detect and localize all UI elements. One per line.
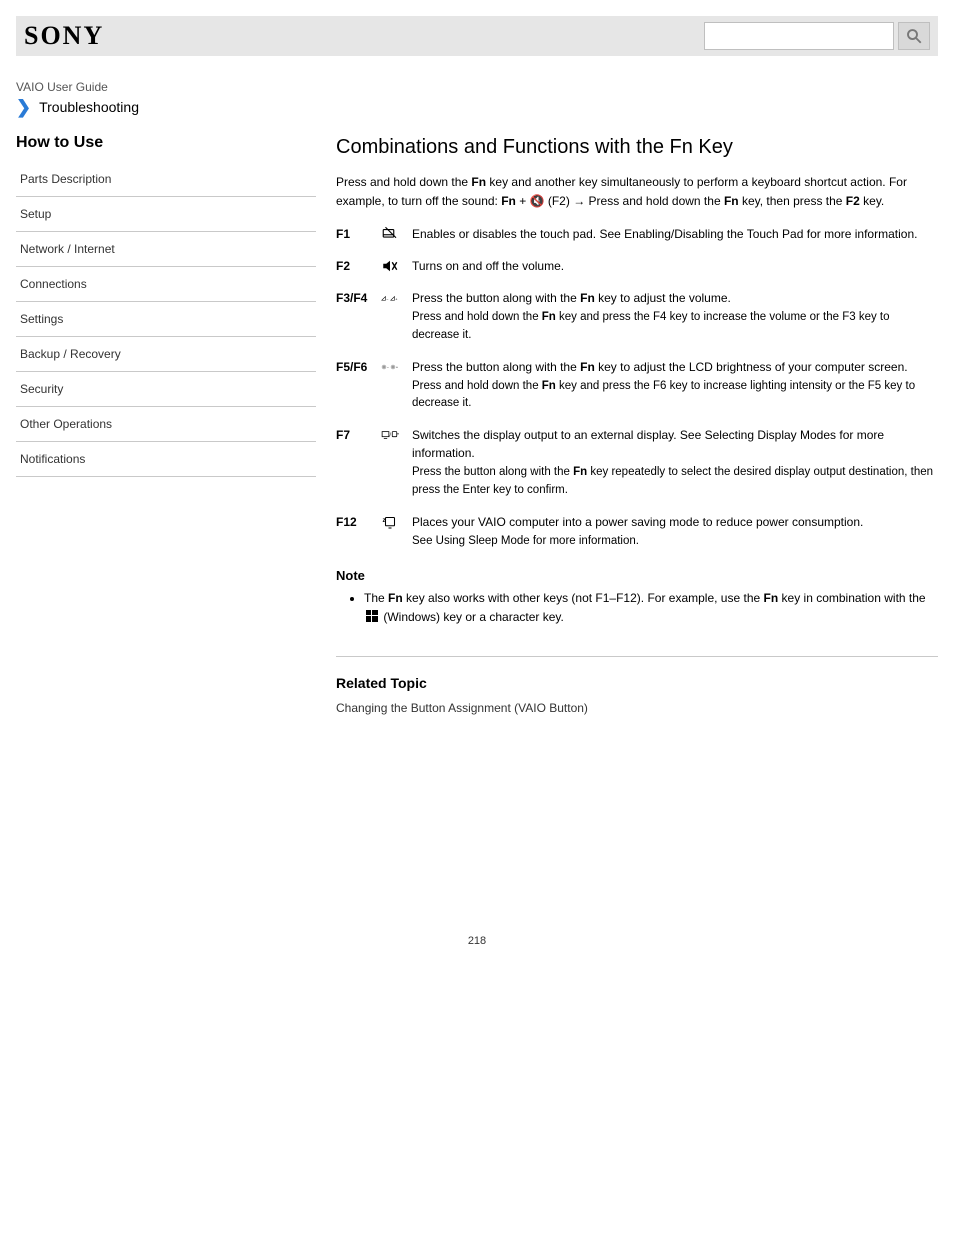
svg-text:+: + xyxy=(396,365,398,369)
sidebar-item-backup[interactable]: Backup / Recovery xyxy=(16,337,316,372)
sidebar-item-parts[interactable]: Parts Description xyxy=(16,162,316,197)
intro-text: Press and hold down the Fn key and anoth… xyxy=(336,173,938,211)
breadcrumb-section-title: Troubleshooting xyxy=(39,99,139,115)
brightness-icon: − + xyxy=(378,358,402,376)
fn-desc: Switches the display output to an extern… xyxy=(412,426,938,499)
breadcrumb-guide[interactable]: VAIO User Guide xyxy=(16,80,108,94)
fn-item-f1: F1 Enables or disables the touch pad. Se… xyxy=(336,225,938,243)
sidebar: How to Use Parts Description Setup Netwo… xyxy=(16,134,316,477)
fn-desc: Press the button along with the Fn key t… xyxy=(412,289,938,344)
sidebar-item-connections[interactable]: Connections xyxy=(16,267,316,302)
volume-icon: −+ xyxy=(378,289,402,307)
link-display-modes[interactable]: Selecting Display Modes xyxy=(705,428,836,442)
fn-key-list: F1 Enables or disables the touch pad. Se… xyxy=(336,225,938,550)
power-saving-icon: z xyxy=(378,513,402,531)
sidebar-heading: How to Use xyxy=(16,134,316,152)
search-area xyxy=(704,22,930,50)
search-icon xyxy=(905,27,923,45)
note-heading: Note xyxy=(336,568,938,583)
fn-key-label: F7 xyxy=(336,426,368,444)
fn-key-label: F1 xyxy=(336,225,368,243)
link-sleep-mode[interactable]: Using Sleep Mode xyxy=(436,535,530,547)
separator xyxy=(336,656,938,657)
svg-text:/: / xyxy=(389,433,391,439)
sidebar-item-security[interactable]: Security xyxy=(16,372,316,407)
note-list: The Fn key also works with other keys (n… xyxy=(336,589,938,628)
fn-key-label: F5/F6 xyxy=(336,358,368,376)
svg-text:−: − xyxy=(387,365,389,369)
fn-item-f2: F2 Turns on and off the volume. xyxy=(336,257,938,275)
related-heading: Related Topic xyxy=(336,675,938,691)
note-item: The Fn key also works with other keys (n… xyxy=(364,589,938,628)
sidebar-item-network[interactable]: Network / Internet xyxy=(16,232,316,267)
fn-desc: Enables or disables the touch pad. See E… xyxy=(412,225,938,243)
sidebar-item-settings[interactable]: Settings xyxy=(16,302,316,337)
top-bar: SONY xyxy=(16,16,938,56)
sidebar-item-notifications[interactable]: Notifications xyxy=(16,442,316,477)
search-button[interactable] xyxy=(898,22,930,50)
page-number: 218 xyxy=(16,935,938,947)
windows-icon xyxy=(366,609,378,628)
fn-key-label: F12 xyxy=(336,513,368,531)
fn-key-label: F3/F4 xyxy=(336,289,368,307)
chevron-right-icon: ❯ xyxy=(16,98,31,116)
fn-item-f5f6: F5/F6 − + Press the button along with th… xyxy=(336,358,938,413)
link-enable-touchpad[interactable]: Enabling/Disabling the Touch Pad xyxy=(624,227,803,241)
fn-desc: Press the button along with the Fn key t… xyxy=(412,358,938,413)
svg-text:+: + xyxy=(395,298,397,302)
sidebar-item-setup[interactable]: Setup xyxy=(16,197,316,232)
breadcrumb: VAIO User Guide xyxy=(16,80,938,94)
search-input[interactable] xyxy=(704,22,894,50)
fn-item-f12: F12 z Places your VAIO computer into a p… xyxy=(336,513,938,550)
display-output-icon: / xyxy=(378,426,402,444)
fn-item-f3f4: F3/F4 −+ Press the button along with the… xyxy=(336,289,938,344)
brand-logo: SONY xyxy=(24,21,104,51)
related-link[interactable]: Changing the Button Assignment (VAIO But… xyxy=(336,701,938,715)
breadcrumb-block: VAIO User Guide ❯ Troubleshooting xyxy=(16,80,938,116)
fn-key-label: F2 xyxy=(336,257,368,275)
page-title: Combinations and Functions with the Fn K… xyxy=(336,136,938,159)
sidebar-item-other[interactable]: Other Operations xyxy=(16,407,316,442)
fn-desc: Turns on and off the volume. xyxy=(412,257,938,275)
main-content: Combinations and Functions with the Fn K… xyxy=(336,134,938,715)
svg-text:−: − xyxy=(386,298,388,302)
fn-desc: Places your VAIO computer into a power s… xyxy=(412,513,938,550)
mute-icon xyxy=(378,257,402,275)
fn-item-f7: F7 / Switches the display output to an e… xyxy=(336,426,938,499)
touchpad-off-icon xyxy=(378,225,402,243)
